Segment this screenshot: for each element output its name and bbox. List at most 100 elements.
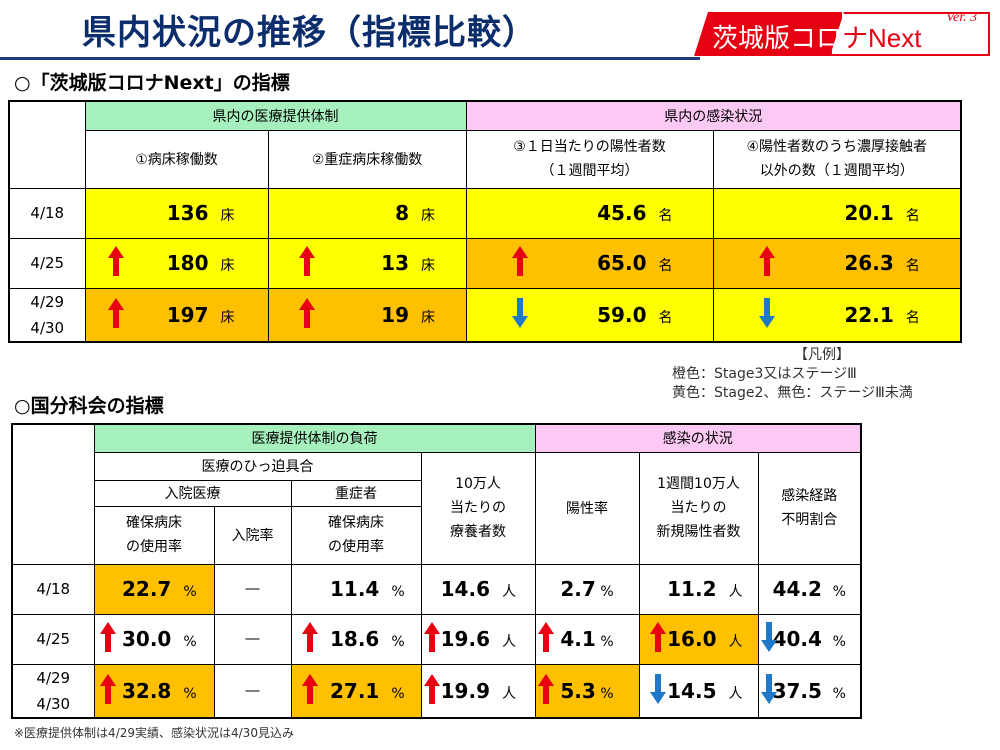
up-arrow-icon <box>99 673 116 704</box>
title-underline <box>0 57 700 60</box>
value-cell: 65.0 名 <box>465 237 714 289</box>
legend: 【凡例】 橙色：Stage3又はステージⅢ 黄色：Stage2、無色：ステージⅢ… <box>672 346 913 403</box>
value-cell: 11.4% <box>290 563 422 615</box>
table-row: 4/18 136 床 8 床 45.6 名 20.1 名 <box>8 187 962 239</box>
brand-second: ナNext <box>842 23 922 53</box>
legend-orange: 橙色：Stage3又はステージⅢ <box>672 366 857 382</box>
table-row: 4/29 4/30 32.8% ― 27.1% 19.9 人 5.3% 14.5 人 37.5% <box>11 663 862 718</box>
col-header-severe-beds: ②重症病床稼働数 <box>267 129 467 189</box>
down-arrow-icon <box>760 622 777 652</box>
up-arrow-icon <box>758 246 775 276</box>
brand-version: Ver. 3 <box>946 10 978 25</box>
up-arrow-icon <box>107 297 124 328</box>
header-hospitalization: 入院医療 <box>93 479 292 507</box>
value-cell: 19.9 人 <box>420 663 536 718</box>
value-cell: 197 床 <box>84 287 269 342</box>
header-hosp-rate: 入院率 <box>213 505 292 565</box>
col-header-nonclose-contacts: ④陽性者数のうち濃厚接触者 以外の数（１週間平均） <box>712 129 962 189</box>
header-new-positive: 1週間10万人 当たりの 新規陽性者数 <box>638 451 759 565</box>
value-cell: 136 床 <box>84 187 269 239</box>
header-hosp-bed-usage: 確保病床 の使用率 <box>93 505 215 565</box>
value-cell: 26.3 名 <box>712 237 962 289</box>
up-arrow-icon <box>511 246 528 276</box>
value-cell: 5.3% <box>534 663 640 718</box>
table-row: 4/25 180 床 13 床 65.0 名 26.3 名 <box>8 237 962 289</box>
value-cell: 40.4% <box>757 613 862 665</box>
up-arrow-icon <box>649 622 666 652</box>
up-arrow-icon <box>99 622 116 652</box>
brand-logo: 茨城版コロ ナNext Ver. 3 <box>694 4 994 60</box>
value-cell: 27.1% <box>290 663 422 718</box>
value-cell: 13 床 <box>267 237 467 289</box>
up-arrow-icon <box>537 673 554 704</box>
header-severe-bed-usage: 確保病床 の使用率 <box>290 505 422 565</box>
table-row: 4/25 30.0% ― 18.6% 19.6 人 4.1% 16.0 人 40.4% <box>11 613 862 665</box>
group-infection: 県内の感染状況 <box>465 100 962 131</box>
up-arrow-icon <box>423 622 440 652</box>
value-cell: ― <box>213 613 292 665</box>
down-arrow-icon <box>758 297 775 328</box>
value-cell: 2.7% <box>534 563 640 615</box>
row-date: 4/29 4/30 <box>8 287 86 342</box>
value-cell: 22.1 名 <box>712 287 962 342</box>
up-arrow-icon <box>298 246 315 276</box>
value-cell: 45.6 名 <box>465 187 714 239</box>
up-arrow-icon <box>301 622 318 652</box>
legend-heading: 【凡例】 <box>794 347 850 363</box>
value-cell: 59.0 名 <box>465 287 714 342</box>
corner-cell <box>11 423 95 565</box>
down-arrow-icon <box>760 673 777 704</box>
section-heading-ibaraki: ○「茨城版コロナNext」の指標 <box>14 72 290 94</box>
value-cell: ― <box>213 563 292 615</box>
footnote: ※医療提供体制は4/29実績、感染状況は4/30見込み <box>14 726 294 740</box>
down-arrow-icon <box>511 297 528 328</box>
col-header-beds: ①病床稼働数 <box>84 129 269 189</box>
value-cell: ― <box>213 663 292 718</box>
table-row: 4/29 4/30 197 床 19 床 59.0 名 22.1 名 <box>8 287 962 342</box>
ibaraki-indicator-table: 県内の医療提供体制 県内の感染状況 ①病床稼働数 ②重症病床稼働数 ③１日当たり… <box>8 100 962 343</box>
group-load: 医療提供体制の負荷 <box>93 423 536 453</box>
header-severe: 重症者 <box>290 479 422 507</box>
header-positive-rate: 陽性率 <box>534 451 640 565</box>
down-arrow-icon <box>649 673 666 704</box>
row-date: 4/29 4/30 <box>11 663 95 718</box>
value-cell: 16.0 人 <box>638 613 759 665</box>
value-cell: 14.6 人 <box>420 563 536 615</box>
brand-main: 茨城版コロ <box>712 23 843 53</box>
up-arrow-icon <box>298 297 315 328</box>
value-cell: 20.1 名 <box>712 187 962 239</box>
header-squeeze: 医療のひっ迫具合 <box>93 451 422 481</box>
table-row: 4/18 22.7% ― 11.4% 14.6 人 2.7% 11.2 人 44.2% <box>11 563 862 615</box>
up-arrow-icon <box>107 246 124 276</box>
row-date: 4/25 <box>8 237 86 289</box>
col-header-daily-positive: ③１日当たりの陽性者数 （１週間平均） <box>465 129 714 189</box>
up-arrow-icon <box>301 673 318 704</box>
row-date: 4/18 <box>8 187 86 239</box>
value-cell: 32.8% <box>93 663 215 718</box>
value-cell: 19.6 人 <box>420 613 536 665</box>
value-cell: 22.7% <box>93 563 215 615</box>
up-arrow-icon <box>537 622 554 652</box>
header-unknown-route: 感染経路 不明割合 <box>757 451 862 565</box>
value-cell: 11.2 人 <box>638 563 759 615</box>
section-heading-national: ○国分科会の指標 <box>14 395 164 417</box>
value-cell: 37.5% <box>757 663 862 718</box>
up-arrow-icon <box>423 673 440 704</box>
value-cell: 44.2% <box>757 563 862 615</box>
row-date: 4/18 <box>11 563 95 615</box>
legend-yellow: 黄色：Stage2、無色：ステージⅢ未満 <box>672 385 913 401</box>
value-cell: 180 床 <box>84 237 269 289</box>
value-cell: 30.0% <box>93 613 215 665</box>
value-cell: 18.6% <box>290 613 422 665</box>
page-title: 県内状況の推移（指標比較） <box>82 13 537 53</box>
group-infection-status: 感染の状況 <box>534 423 862 453</box>
national-indicator-table: 医療提供体制の負荷 感染の状況 医療のひっ迫具合 10万人 当たりの 療養者数 陽性… <box>11 423 863 719</box>
header-care-per100k: 10万人 当たりの 療養者数 <box>420 451 536 565</box>
group-medical: 県内の医療提供体制 <box>84 100 467 131</box>
value-cell: 19 床 <box>267 287 467 342</box>
value-cell: 4.1% <box>534 613 640 665</box>
header: 県内状況の推移（指標比較） <box>0 0 700 60</box>
row-date: 4/25 <box>11 613 95 665</box>
value-cell: 14.5 人 <box>638 663 759 718</box>
